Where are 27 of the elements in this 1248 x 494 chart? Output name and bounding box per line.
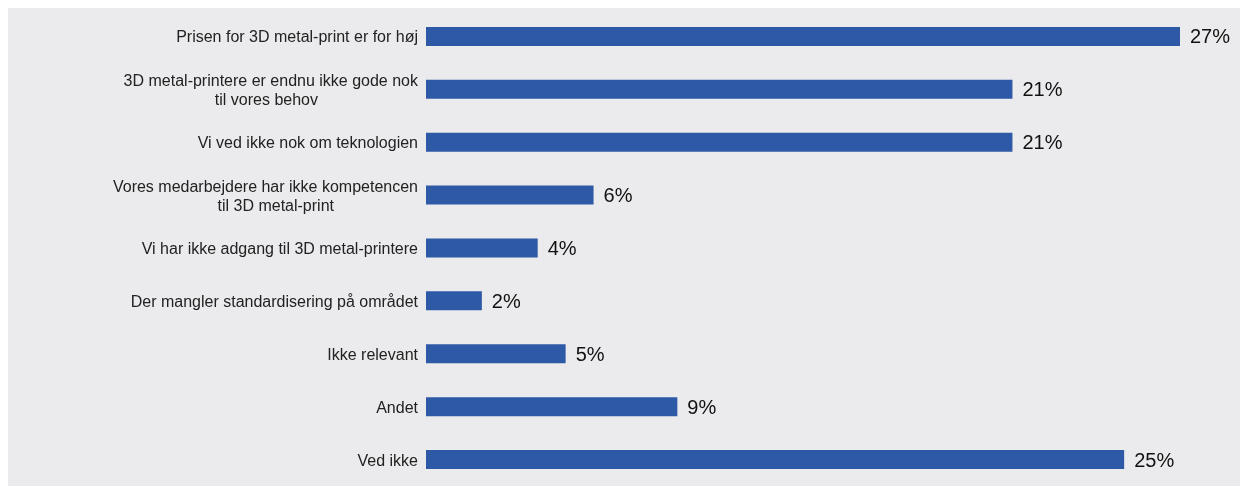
data-label: 4%: [547, 236, 577, 259]
bar: [426, 238, 538, 258]
data-label: 21%: [1022, 78, 1063, 101]
y-tick-label: Ved ikke: [357, 451, 419, 469]
y-tick-label: Vi ved ikke nok om teknologien: [197, 133, 418, 151]
data-label: 21%: [1022, 131, 1063, 154]
data-label: 9%: [687, 395, 717, 418]
data-label: 6%: [603, 184, 633, 207]
data-label: 27%: [1190, 25, 1231, 48]
data-label: 5%: [575, 342, 605, 365]
bar: [426, 185, 594, 205]
y-tick-label: Vores medarbejdere har ikke kompetencen til 3D metal-print: [112, 177, 418, 214]
bar: [426, 79, 1013, 99]
y-tick-label: Vi har ikke adgang til 3D metal-printere: [141, 239, 419, 257]
y-tick-label: Prisen for 3D metal-print er for høj: [176, 27, 418, 45]
data-label: 25%: [1134, 448, 1175, 471]
bar: [426, 291, 482, 311]
bar: [426, 450, 1125, 470]
y-tick-label: Der mangler standardisering på området: [130, 292, 419, 310]
bar: [426, 344, 566, 364]
y-tick-label: Andet: [376, 398, 419, 416]
data-label: 2%: [491, 289, 521, 312]
bar: [426, 132, 1013, 152]
bar: [426, 397, 678, 417]
y-tick-label: 3D metal-printere er endnu ikke gode nok til vores behov: [123, 71, 419, 108]
bar: [426, 26, 1180, 46]
y-tick-label: Ikke relevant: [327, 345, 419, 363]
